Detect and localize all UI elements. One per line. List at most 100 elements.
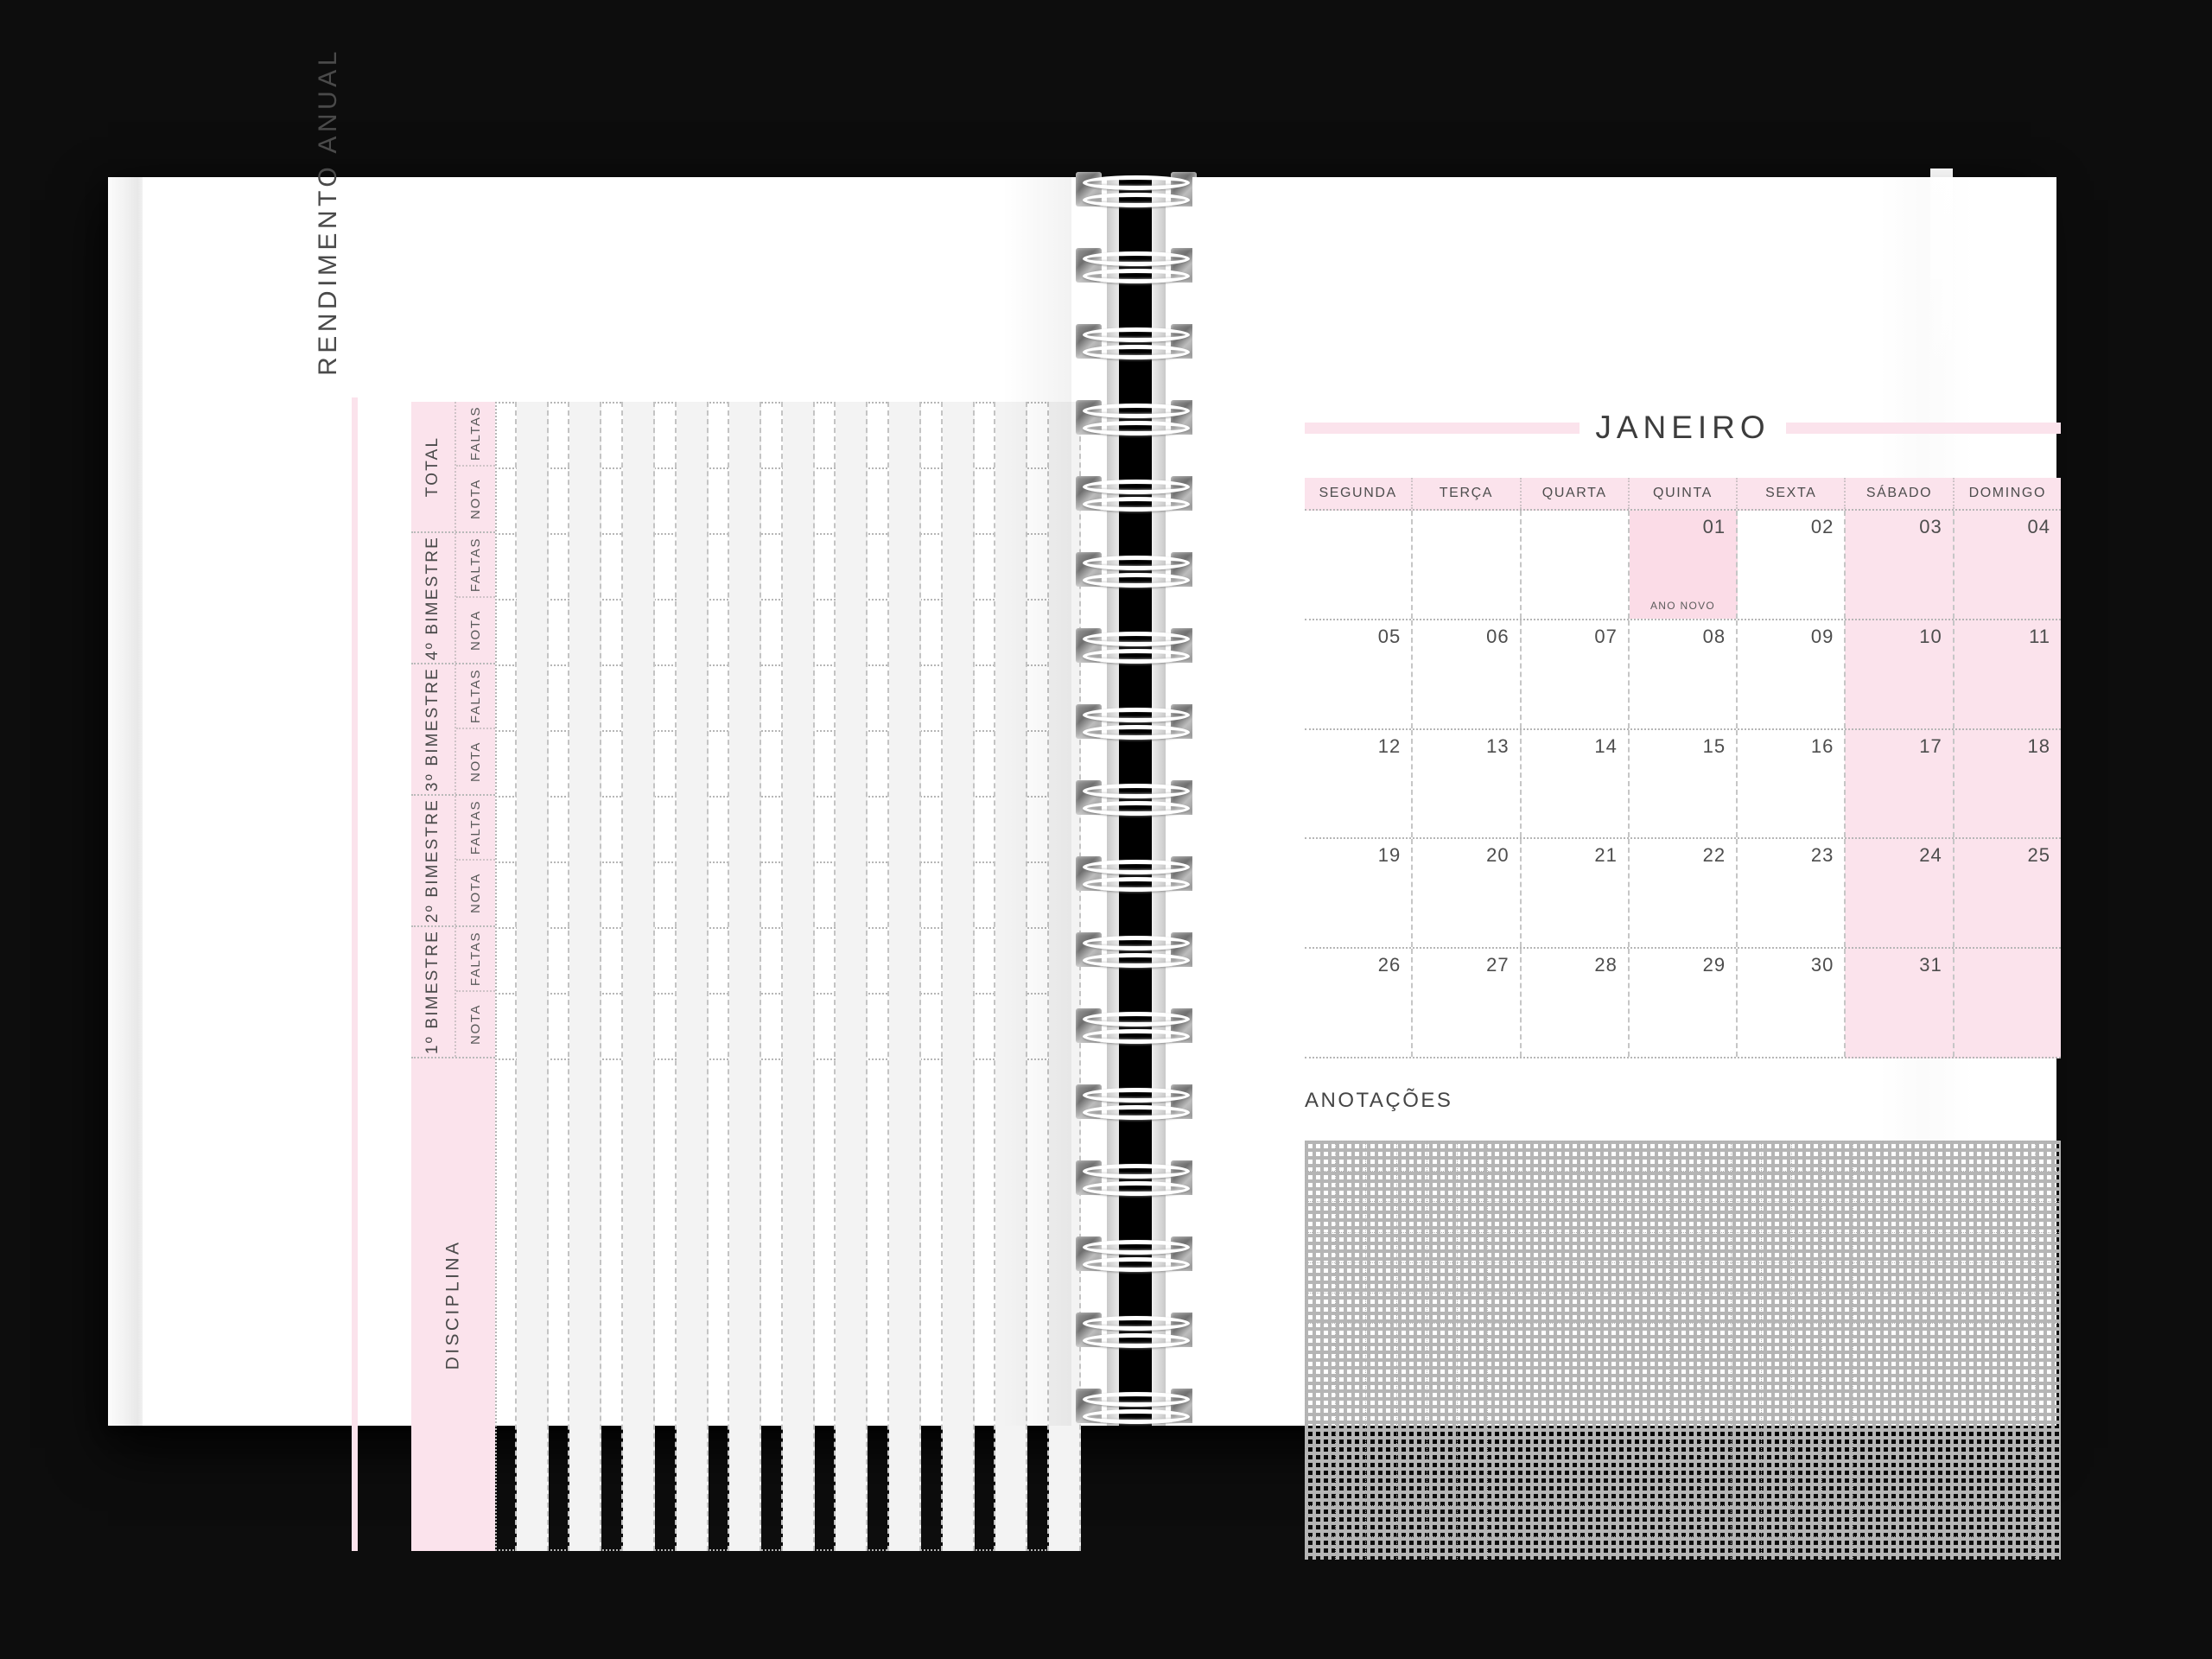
- calendar-day-cell[interactable]: 15: [1630, 729, 1738, 838]
- table-column-wide[interactable]: [516, 402, 549, 1551]
- notes-grid-line-vertical: [1335, 1141, 1336, 1560]
- weekday-header-4: QUINTA: [1630, 478, 1738, 509]
- table-column-narrow[interactable]: [921, 402, 943, 1551]
- table-column-wide[interactable]: [782, 402, 815, 1551]
- calendar-day-number: 28: [1594, 954, 1618, 976]
- spiral-wire-upper: [1083, 708, 1190, 722]
- notes-grid-line-horizontal: [1305, 1262, 2061, 1263]
- calendar-day-cell[interactable]: 29: [1630, 949, 1738, 1057]
- calendar-day-cell[interactable]: [1522, 511, 1630, 619]
- calendar-day-cell[interactable]: 13: [1413, 729, 1522, 838]
- table-column-narrow[interactable]: [709, 402, 730, 1551]
- page-curl-highlight-2: [1930, 168, 1953, 402]
- notes-grid-line-horizontal: [1305, 1171, 2061, 1172]
- notes-grid-line-horizontal: [1305, 1384, 2061, 1385]
- calendar-day-cell[interactable]: 08: [1630, 620, 1738, 728]
- table-column-wide[interactable]: [729, 402, 762, 1551]
- calendar-day-cell[interactable]: 22: [1630, 839, 1738, 948]
- spiral-ring: [1076, 398, 1197, 447]
- table-column-narrow[interactable]: [868, 402, 890, 1551]
- calendar-day-cell[interactable]: 03: [1846, 511, 1955, 619]
- calendar-day-cell[interactable]: 10: [1846, 620, 1955, 728]
- calendar-day-cell[interactable]: 23: [1738, 839, 1847, 948]
- notes-grid-line-vertical: [1943, 1141, 1944, 1560]
- calendar-day-number: 05: [1377, 625, 1402, 647]
- spiral-wire-upper: [1083, 556, 1190, 570]
- notes-dotted-grid[interactable]: [1305, 1141, 2061, 1560]
- table-column-narrow[interactable]: [1027, 402, 1049, 1551]
- spiral-wire-lower: [1083, 1257, 1190, 1272]
- calendar-week-row: 12 13 14 15 16 17 18: [1305, 729, 2061, 840]
- table-column-narrow[interactable]: [815, 402, 836, 1551]
- notes-grid-line-vertical: [1305, 1141, 1306, 1560]
- calendar-day-number: 06: [1486, 625, 1510, 647]
- subheader-label: FALTAS: [468, 799, 484, 855]
- table-column-wide[interactable]: [676, 402, 709, 1551]
- table-column-wide[interactable]: [942, 402, 975, 1551]
- calendar-day-cell[interactable]: 02: [1738, 511, 1847, 619]
- bimester-name: TOTAL: [411, 402, 456, 531]
- subheader-label: FALTAS: [468, 668, 484, 724]
- calendar-day-cell[interactable]: 31: [1846, 949, 1955, 1057]
- calendar-day-cell[interactable]: 12: [1305, 729, 1414, 838]
- calendar-day-cell[interactable]: 17: [1846, 729, 1955, 838]
- spiral-wire-lower: [1083, 801, 1190, 816]
- weekend-column-saturday: [1845, 511, 1953, 1058]
- calendar-day-cell[interactable]: 07: [1522, 620, 1630, 728]
- calendar-day-cell[interactable]: 25: [1955, 839, 2061, 947]
- subheader-label: NOTA: [468, 1004, 483, 1045]
- table-column-wide[interactable]: [622, 402, 655, 1551]
- spiral-wire-upper: [1083, 404, 1190, 418]
- bimester-subcolumns: FALTAS NOTA: [456, 927, 495, 1057]
- bimester-subcolumns: FALTAS NOTA: [456, 664, 495, 794]
- calendar-day-cell[interactable]: 06: [1413, 620, 1522, 728]
- calendar-day-number: 07: [1594, 625, 1618, 647]
- table-column-narrow[interactable]: [975, 402, 996, 1551]
- bimester-name: 4º BIMESTRE: [411, 533, 456, 663]
- calendar-day-cell[interactable]: 19: [1305, 839, 1414, 948]
- calendar-day-cell[interactable]: 27: [1413, 949, 1522, 1057]
- calendar-day-number: 31: [1919, 954, 1942, 976]
- calendar-day-cell[interactable]: 16: [1738, 729, 1847, 838]
- calendar-day-number: 23: [1810, 844, 1834, 867]
- calendar-day-cell[interactable]: [1955, 949, 2061, 1057]
- weekday-header-2: TERÇA: [1413, 478, 1522, 509]
- calendar-day-cell[interactable]: 11: [1955, 620, 2061, 728]
- table-column-wide[interactable]: [1049, 402, 1081, 1551]
- subheader-label: FALTAS: [468, 405, 484, 461]
- calendar-day-cell[interactable]: 20: [1413, 839, 1522, 948]
- table-column-wide[interactable]: [836, 402, 868, 1551]
- spiral-ring: [1076, 1387, 1197, 1435]
- table-column-narrow[interactable]: [655, 402, 677, 1551]
- table-column-narrow[interactable]: [761, 402, 783, 1551]
- notes-grid-line-vertical: [1639, 1141, 1640, 1560]
- spiral-wire-upper: [1083, 251, 1190, 266]
- table-data-grid[interactable]: [495, 402, 1081, 1551]
- table-column-narrow[interactable]: [601, 402, 623, 1551]
- calendar-day-cell[interactable]: 30: [1738, 949, 1847, 1057]
- calendar-day-cell[interactable]: [1413, 511, 1522, 619]
- calendar-day-cell[interactable]: 24: [1846, 839, 1955, 948]
- calendar-day-cell[interactable]: 26: [1305, 949, 1414, 1057]
- left-page: RENDIMENTO ANUAL TOTAL FALTAS NOTA 4º BIMES…: [143, 48, 1081, 1551]
- subheader-nota: NOTA: [456, 861, 495, 925]
- spiral-ring: [1076, 855, 1197, 903]
- calendar-day-cell[interactable]: 04: [1955, 511, 2061, 619]
- calendar-day-cell[interactable]: 21: [1522, 839, 1630, 948]
- spiral-ring: [1076, 779, 1197, 827]
- spiral-ring: [1076, 931, 1197, 979]
- table-column-narrow[interactable]: [549, 402, 570, 1551]
- calendar-day-cell[interactable]: 05: [1305, 620, 1414, 728]
- calendar-day-cell[interactable]: 01 ANO NOVO: [1629, 511, 1738, 619]
- calendar-day-cell[interactable]: 14: [1522, 729, 1630, 838]
- calendar-day-number: 18: [2027, 734, 2050, 757]
- calendar-day-cell[interactable]: 28: [1522, 949, 1630, 1057]
- table-column-wide[interactable]: [995, 402, 1028, 1551]
- table-column-wide[interactable]: [889, 402, 922, 1551]
- calendar-day-cell[interactable]: 18: [1955, 730, 2061, 838]
- notes-grid-line-vertical: [1791, 1141, 1792, 1560]
- calendar-day-cell[interactable]: 09: [1738, 620, 1847, 728]
- table-column-wide[interactable]: [569, 402, 602, 1551]
- table-column-narrow[interactable]: [495, 402, 517, 1551]
- calendar-day-cell[interactable]: [1305, 511, 1414, 619]
